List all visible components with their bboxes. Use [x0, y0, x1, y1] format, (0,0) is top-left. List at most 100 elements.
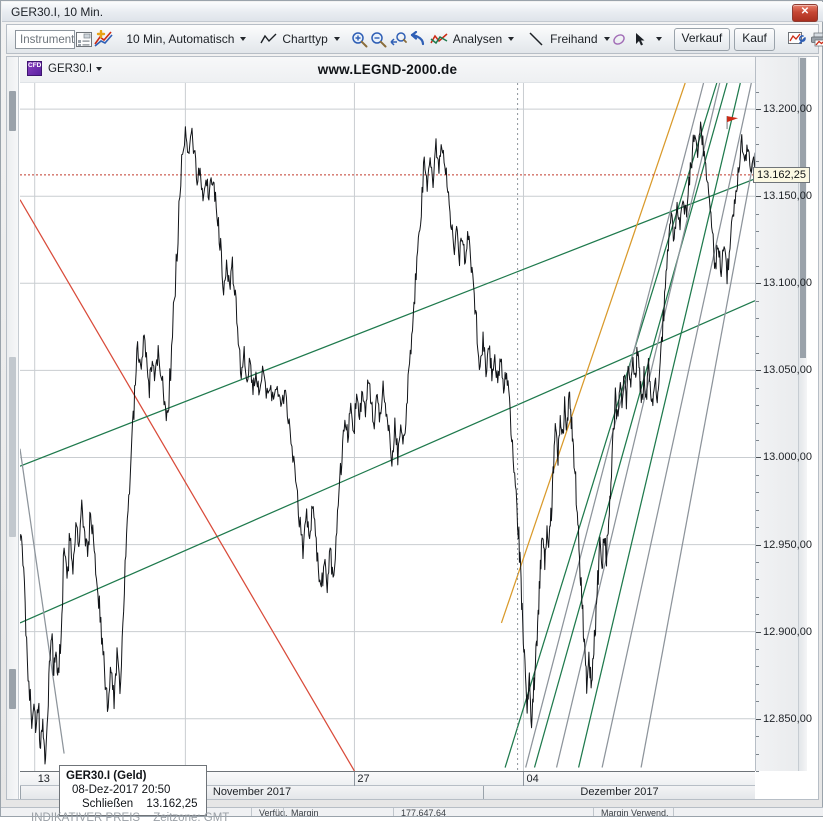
status-bar-cell: Margin [291, 808, 319, 816]
chart-settings-icon[interactable] [787, 28, 807, 50]
date-axis-label: 04 [526, 773, 539, 785]
plot-svg [20, 82, 755, 771]
analysen-dropdown[interactable]: Analysen [427, 28, 515, 50]
trendline-resistance-red [20, 199, 355, 771]
price-axis-minor-tick [756, 231, 759, 233]
price-axis-label: 12.850,00 [763, 712, 812, 725]
timezone-label: Zeitzone: GMT [153, 812, 230, 824]
price-axis-minor-tick [756, 614, 759, 616]
price-axis-label: 13.150,00 [763, 190, 812, 203]
tooltip-title: GER30.I (Geld) [66, 770, 147, 782]
chart-header-bar: CFD GER30.I www.LEGND-2000.de [20, 57, 755, 83]
zoom-out-icon[interactable] [370, 28, 387, 50]
trendline-gray-descending [20, 448, 65, 754]
price-axis-minor-tick [756, 683, 759, 685]
price-axis-minor-tick [756, 143, 759, 145]
price-axis-minor-tick [756, 352, 759, 354]
chart-area: CFD GER30.I www.LEGND-2000.de GER30.I (G… [6, 56, 819, 824]
line-tool-icon [525, 28, 547, 50]
tooltip-close-value: 13.162,25 [146, 798, 198, 810]
price-axis-scrollbar[interactable] [798, 57, 807, 771]
trendline-fan-gray-2 [555, 82, 721, 768]
analysen-label: Analysen [452, 32, 503, 46]
interval-dropdown[interactable]: 10 Min, Automatisch [124, 32, 247, 46]
zoom-in-icon[interactable] [351, 28, 368, 50]
zoom-reset-icon[interactable] [389, 28, 407, 50]
chevron-down-icon [333, 37, 340, 41]
charttype-label: Charttyp [282, 32, 328, 46]
charttype-icon [257, 28, 279, 50]
tooltip-timestamp: 08-Dez-2017 20:50 [72, 784, 171, 796]
watermark-text: www.LEGND-2000.de [317, 62, 458, 77]
status-bar-cell: Margin Verwend. [601, 808, 669, 816]
price-line-ger30-i-geld [20, 121, 755, 765]
freihand-dropdown[interactable]: Freihand [524, 28, 610, 50]
price-axis-minor-tick [756, 405, 759, 407]
price-axis[interactable]: 13.162,25 12.850,00 12.900,00 12.950,00 13.… [753, 57, 812, 772]
date-divider [354, 772, 356, 787]
scroll-thumb-lower[interactable] [9, 669, 16, 709]
scroll-thumb-main[interactable] [9, 357, 16, 537]
instrument-picker-icon[interactable] [76, 28, 93, 50]
price-axis-minor-tick [756, 509, 759, 511]
close-icon[interactable]: ✕ [792, 4, 818, 22]
date-axis-label: 13 [37, 773, 50, 785]
print-chart-dropdown[interactable] [808, 28, 823, 50]
chart-toolbar: Instrument 10 Min, Automatisch [6, 24, 823, 54]
current-price-tag: 13.162,25 [753, 166, 810, 183]
axis-scroll-thumb[interactable] [800, 58, 806, 358]
price-axis-tick [756, 283, 761, 285]
tooltip-close-label: Schließen [82, 798, 134, 810]
tooltip-close-row: Schließen 13.162,25 [66, 797, 198, 811]
price-axis-label: 12.950,00 [763, 538, 812, 551]
price-axis-tick [756, 370, 761, 372]
price-axis-minor-tick [756, 300, 759, 302]
price-axis-minor-tick [756, 492, 759, 494]
add-chart-icon[interactable] [94, 28, 113, 50]
price-axis-tick [756, 718, 761, 720]
price-axis-label: 13.200,00 [763, 103, 812, 116]
price-axis-label: 13.000,00 [763, 451, 812, 464]
price-axis-minor-tick [756, 126, 759, 128]
undo-icon[interactable] [409, 28, 426, 50]
date-divider [523, 772, 525, 787]
trendline-fan-gray-4 [640, 152, 755, 768]
buy-button[interactable]: Kauf [734, 27, 775, 51]
price-axis-minor-tick [756, 736, 759, 738]
interval-label: 10 Min, Automatisch [126, 32, 235, 46]
price-axis-minor-tick [756, 91, 759, 93]
window-titlebar: GER30.I, 10 Min. ✕ [2, 2, 823, 22]
indicative-price-note: INDIKATIVER PREIS Zeitzone: GMT [21, 812, 229, 824]
price-axis-label: 13.050,00 [763, 364, 812, 377]
price-axis-tick [756, 544, 761, 546]
trendline-fan-orange [500, 82, 686, 624]
chart-vertical-scrollbar[interactable] [7, 57, 19, 799]
price-axis-minor-tick [756, 527, 759, 529]
price-axis-minor-tick [756, 440, 759, 442]
status-bar-divider [593, 808, 594, 816]
analysen-icon [428, 28, 450, 50]
status-bar-cell: Verfüg. [259, 808, 288, 816]
pointer-dropdown[interactable] [628, 28, 662, 50]
status-bar-divider [393, 808, 394, 816]
price-axis-minor-tick [756, 387, 759, 389]
instrument-input[interactable]: Instrument [15, 29, 76, 49]
eraser-icon[interactable] [611, 28, 627, 50]
price-axis-minor-tick [756, 474, 759, 476]
cfd-badge-text: CFD [28, 62, 42, 69]
price-plot[interactable] [20, 57, 755, 771]
price-axis-tick [756, 196, 761, 198]
charttype-dropdown[interactable]: Charttyp [256, 28, 340, 50]
window-title: GER30.I, 10 Min. [11, 5, 104, 19]
sell-button[interactable]: Verkauf [673, 27, 731, 51]
status-bar-cell: 177.647,64 [401, 808, 447, 816]
chevron-down-icon [240, 37, 247, 41]
chevron-down-icon [603, 37, 610, 41]
month-band: Dezember 2017 [483, 786, 755, 799]
freihand-label: Freihand [550, 32, 598, 46]
price-axis-minor-tick [756, 666, 759, 668]
scroll-thumb-upper[interactable] [9, 91, 16, 131]
price-axis-minor-tick [756, 579, 759, 581]
trendline-fan-green-3 [577, 82, 741, 768]
symbol-dropdown[interactable]: CFD GER30.I [27, 61, 103, 76]
